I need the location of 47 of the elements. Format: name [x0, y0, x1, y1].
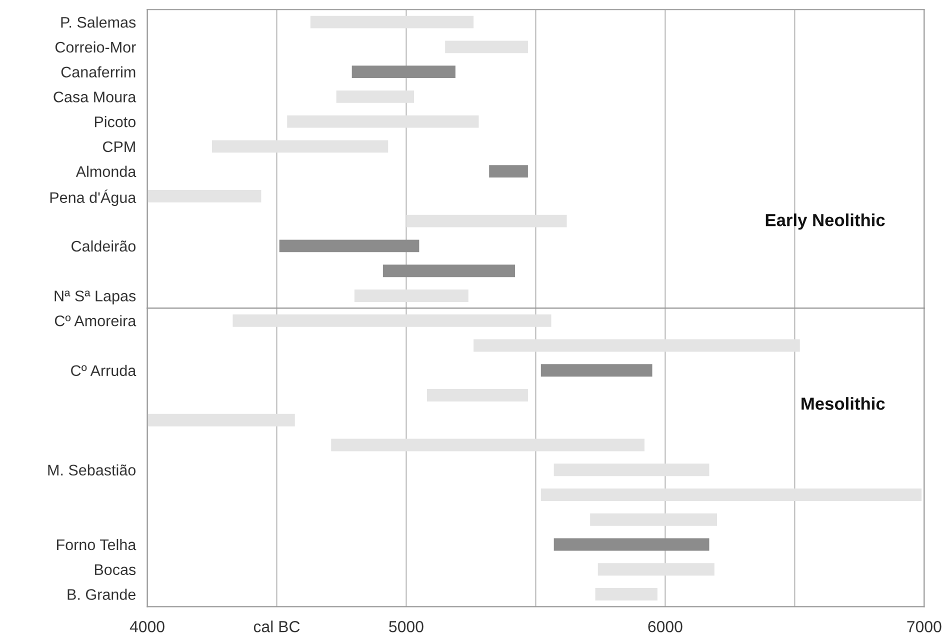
bar: [540, 488, 922, 501]
y-tick-label: Almonda: [76, 166, 136, 178]
bar: [310, 16, 474, 28]
bar: [540, 364, 652, 377]
x-tick-label: 7000: [907, 621, 942, 632]
bar: [426, 389, 528, 402]
bar: [590, 513, 717, 526]
bar: [287, 115, 479, 128]
bar: [331, 438, 644, 452]
y-tick-label: Cº Amoreira: [54, 315, 136, 326]
y-tick-label: CPM: [102, 141, 135, 152]
bar: [232, 314, 552, 327]
y-tick-label: Bocas: [94, 564, 136, 576]
bar: [147, 190, 262, 202]
bar: [354, 290, 468, 302]
bar: [279, 240, 420, 252]
bar: [352, 66, 456, 78]
bar: [382, 264, 515, 278]
bar: [595, 588, 658, 600]
y-tick-label: Canaferrim: [61, 66, 136, 78]
y-tick-label: Cº Arruda: [71, 364, 136, 376]
bar: [336, 90, 414, 103]
y-tick-label: Picoto: [94, 116, 136, 128]
y-tick-label: M. Sebastião: [48, 464, 136, 476]
y-tick-label: Caldeirão: [72, 240, 136, 252]
y-tick-label: Forno Telha: [57, 538, 136, 550]
y-tick-label: B. Grande: [68, 588, 136, 600]
x-tick-label: 6000: [648, 621, 682, 632]
y-tick-label: Casa Moura: [54, 92, 136, 102]
bar: [474, 339, 800, 352]
bar: [445, 40, 528, 54]
y-tick-label: Correio-Mor: [55, 41, 136, 53]
bar: [598, 563, 714, 576]
bar: [554, 538, 710, 551]
y-tick-label: Nª Sª Lapas: [54, 290, 136, 304]
bar: [212, 140, 388, 153]
x-tick-label: 4000: [130, 621, 164, 632]
bar: [489, 165, 528, 178]
bar: [406, 214, 567, 228]
x-tick-label: cal BC: [254, 620, 300, 632]
annotation: Early Neolithic: [766, 213, 885, 230]
bar: [147, 414, 295, 426]
y-tick-label: P. Salemas: [61, 16, 136, 28]
bar: [554, 464, 710, 476]
annotation: Mesolithic: [802, 397, 885, 410]
x-tick-label: 5000: [389, 621, 424, 632]
y-tick-label: Pena d'Água: [50, 190, 136, 206]
